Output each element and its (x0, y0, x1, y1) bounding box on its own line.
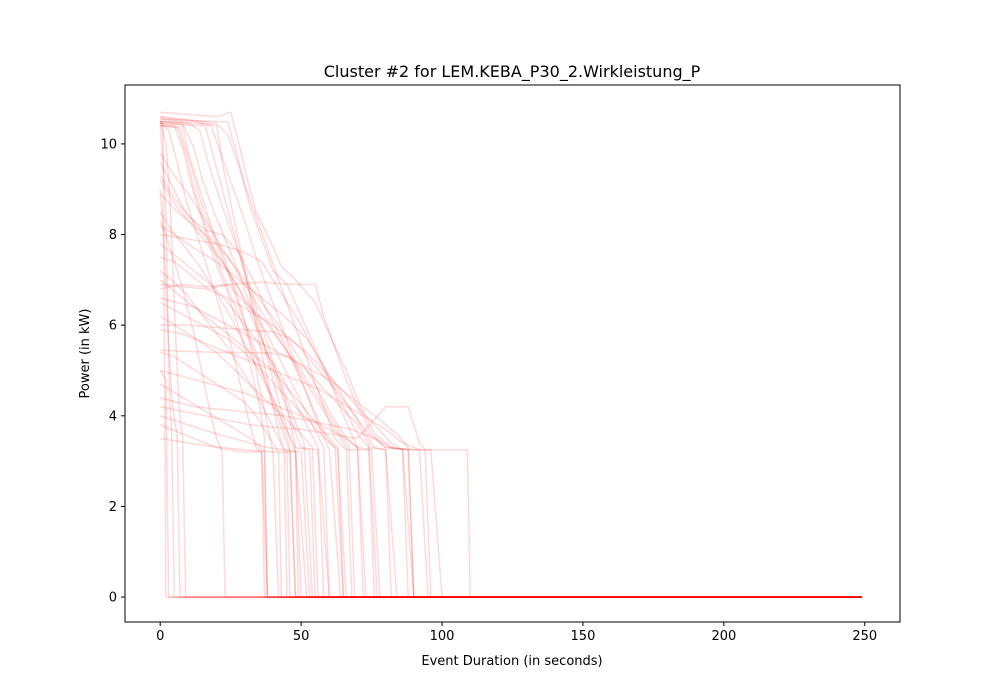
x-tick-label: 200 (711, 629, 736, 644)
plot-frame (124, 84, 901, 623)
series-line-28 (160, 415, 862, 598)
series-line-6 (160, 111, 862, 598)
x-axis: 0 50 100 150 200 250 (156, 622, 877, 644)
series-line-44 (159, 220, 862, 598)
series-line-30 (160, 437, 862, 598)
y-axis-label: Power (in kW) (78, 309, 93, 399)
series-line-37 (160, 125, 862, 598)
x-tick-label: 0 (156, 629, 164, 644)
series-line-32 (159, 125, 862, 598)
series-line-16 (159, 270, 862, 598)
series-line-13 (159, 224, 862, 598)
series-line-38 (160, 233, 862, 598)
series-line-34 (160, 120, 862, 598)
series-line-46 (160, 122, 862, 598)
x-tick-label: 50 (293, 629, 310, 644)
series-line-40 (159, 179, 862, 598)
series-line-25 (159, 383, 862, 598)
series-line-42 (159, 120, 862, 598)
series-line-39 (160, 324, 862, 598)
series-line-15 (160, 256, 862, 598)
series-line-24 (160, 369, 862, 598)
series-line-20 (159, 315, 862, 598)
series-line-9 (159, 161, 862, 598)
series-line-3 (160, 115, 862, 598)
series-line-47 (159, 152, 862, 598)
x-tick-label: 100 (430, 629, 455, 644)
series-line-18 (160, 281, 862, 598)
x-axis-label: Event Duration (in seconds) (421, 654, 602, 669)
series-line-33 (159, 189, 862, 598)
series-line-2 (160, 118, 862, 598)
series-line-43 (159, 370, 862, 598)
series-line-5 (160, 115, 862, 598)
series-line-36 (160, 120, 862, 598)
series-line-10 (159, 175, 862, 598)
series-line-17 (160, 283, 862, 598)
series-line-26 (160, 396, 862, 598)
series-line-4 (160, 122, 862, 598)
y-tick-label: 6 (109, 319, 117, 334)
y-tick-label: 0 (109, 591, 117, 606)
series-line-8 (160, 125, 862, 598)
series-line-41 (159, 279, 862, 598)
x-tick-label: 150 (571, 629, 596, 644)
series-line-22 (160, 349, 862, 598)
series-line-45 (160, 297, 862, 598)
series-line-27 (160, 406, 862, 598)
series-layer (159, 111, 862, 598)
y-tick-label: 8 (109, 228, 117, 243)
series-line-7 (159, 120, 862, 598)
series-line-11 (159, 193, 862, 598)
series-line-1 (160, 120, 862, 598)
chart-title: Cluster #2 for LEM.KEBA_P30_2.Wirkleistu… (324, 62, 701, 82)
series-line-35 (160, 118, 862, 598)
series-line-14 (159, 243, 862, 598)
y-tick-label: 10 (100, 137, 117, 152)
y-tick-label: 4 (109, 409, 117, 424)
series-line-29 (159, 424, 862, 598)
series-line-19 (159, 301, 862, 598)
y-tick-label: 2 (109, 500, 117, 515)
series-line-23 (160, 351, 862, 598)
series-line-31 (159, 121, 862, 598)
y-axis: 0 2 4 6 8 10 (100, 137, 125, 606)
x-tick-label: 250 (852, 629, 877, 644)
series-line-12 (159, 211, 862, 598)
series-line-21 (160, 328, 862, 598)
